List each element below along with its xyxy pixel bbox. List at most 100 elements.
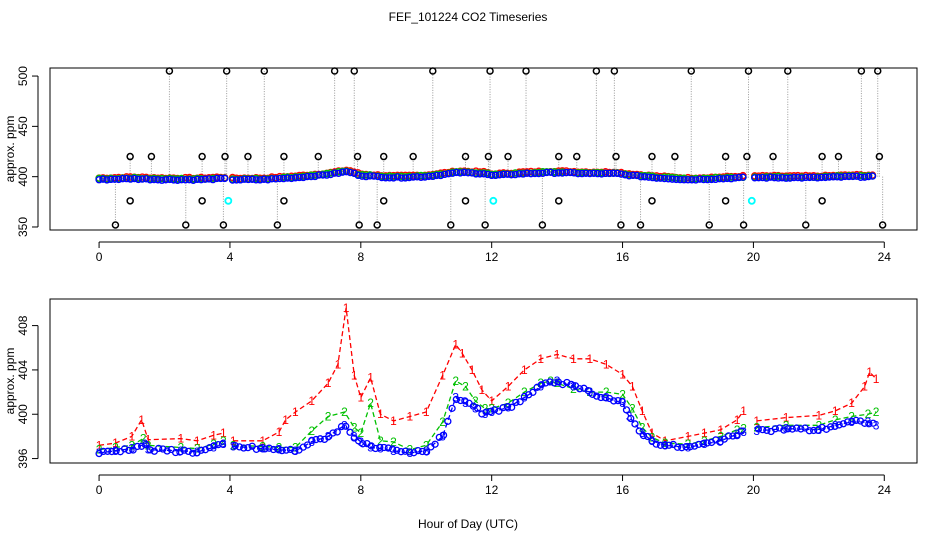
y-tick-label: 396 [16, 448, 30, 468]
series-point-3 [108, 447, 116, 456]
series-point-level-3 [735, 173, 743, 182]
series-point-3 [291, 447, 299, 455]
series-point-3 [201, 446, 210, 454]
series-marker-1: 1 [343, 301, 350, 315]
series-point-level-3 [542, 168, 551, 177]
series-marker-3: 3 [472, 402, 479, 416]
series-marker-1: 1 [282, 413, 289, 427]
series-point-level-3 [209, 175, 217, 184]
series-point-3 [159, 445, 167, 453]
series-marker-3: 3 [452, 391, 459, 405]
series-marker-2: 2 [603, 385, 610, 399]
y-tick-label: 350 [16, 217, 30, 237]
calibration-point [504, 152, 512, 161]
series-point-3 [210, 442, 218, 450]
series-point-3 [422, 448, 431, 456]
series-point-level-3 [166, 175, 174, 184]
series-point-3 [780, 426, 788, 434]
series-marker-1: 1 [554, 347, 561, 361]
series-marker-3: 3 [377, 442, 384, 456]
series-point-3 [665, 441, 673, 449]
series-marker-1: 1 [873, 372, 880, 386]
series-point-level-3 [711, 175, 720, 184]
series-marker-2: 2 [865, 407, 872, 421]
series-marker-1: 1 [603, 357, 610, 371]
series-point-3 [865, 420, 873, 428]
series-point-level-3 [546, 168, 555, 177]
series-point-3 [797, 425, 805, 433]
series-point-3 [635, 427, 643, 435]
series-point-level-3 [111, 175, 119, 184]
series-point-level-3 [809, 173, 818, 181]
x-tick-label: 4 [227, 483, 234, 497]
series-marker-3: 3 [570, 380, 577, 394]
series-point-level-3 [770, 173, 779, 182]
series-marker-2: 2 [505, 396, 512, 410]
series-point-3 [316, 435, 324, 443]
series-point-3 [507, 403, 516, 411]
series-point-level-3 [385, 174, 394, 182]
series-point-level-3 [550, 169, 559, 178]
series-point-3 [754, 425, 762, 433]
series-marker-3: 3 [701, 437, 708, 451]
x-tick-label: 20 [747, 483, 761, 497]
series-point-level-3 [236, 176, 245, 184]
series-point-3 [163, 447, 171, 455]
series-point-3 [312, 435, 320, 444]
series-point-level-3 [837, 173, 845, 181]
series-point-3 [737, 427, 745, 435]
series-point-level-3 [849, 172, 857, 181]
series-marker-2: 2 [276, 440, 283, 454]
series-point-level-3 [421, 173, 429, 181]
series-point-level-3 [283, 174, 292, 182]
calibration-point [330, 67, 339, 75]
series-point-level-3 [660, 174, 669, 183]
calibration-point [648, 197, 656, 205]
series-marker-1: 1 [586, 352, 593, 366]
series-point-level-3 [397, 174, 406, 182]
series-point-level-3 [519, 170, 527, 178]
series-point-level-3 [307, 172, 315, 181]
series-point-level-3 [664, 175, 673, 183]
series-point-level-3 [303, 172, 311, 181]
series-point-3 [278, 446, 286, 455]
calibration-point [165, 67, 174, 75]
series-point-3 [478, 410, 486, 418]
series-point-level-3 [633, 171, 641, 180]
calibration-point [222, 67, 231, 75]
series-marker-1: 1 [629, 380, 636, 394]
series-point-level-3 [264, 176, 272, 184]
series-point-level-3 [452, 168, 461, 177]
calibration-point [280, 152, 288, 161]
series-point-level-3 [857, 173, 865, 181]
series-point-3 [444, 417, 452, 425]
series-marker-3: 3 [639, 426, 646, 440]
calibration-point [769, 152, 777, 161]
series-marker-3: 3 [210, 440, 217, 454]
calibration-point [721, 197, 730, 205]
calibration-point [818, 152, 826, 161]
series-marker-2: 2 [407, 443, 414, 457]
series-point-3 [588, 390, 597, 398]
series-point-level-3 [778, 173, 786, 182]
series-marker-2: 2 [96, 443, 103, 457]
series-marker-3: 3 [292, 444, 299, 458]
series-point-level-3 [593, 169, 602, 178]
series-point-level-3 [342, 167, 351, 176]
series-marker-3: 3 [96, 446, 103, 460]
series-point-3 [235, 443, 244, 451]
calibration-point [353, 152, 362, 161]
y-tick-label: 400 [16, 404, 30, 424]
series-point-3 [188, 449, 197, 457]
series-point-level-3 [605, 169, 614, 178]
flag-point [489, 196, 498, 205]
series-point-level-3 [676, 175, 684, 184]
x-tick-label: 4 [227, 250, 234, 264]
series-marker-2: 2 [537, 376, 544, 390]
calibration-point [273, 221, 282, 229]
series-point-3 [529, 388, 537, 396]
series-marker-2: 2 [753, 421, 760, 435]
series-point-level-3 [95, 176, 103, 184]
series-marker-3: 3 [619, 396, 626, 410]
series-point-level-3 [401, 174, 410, 182]
